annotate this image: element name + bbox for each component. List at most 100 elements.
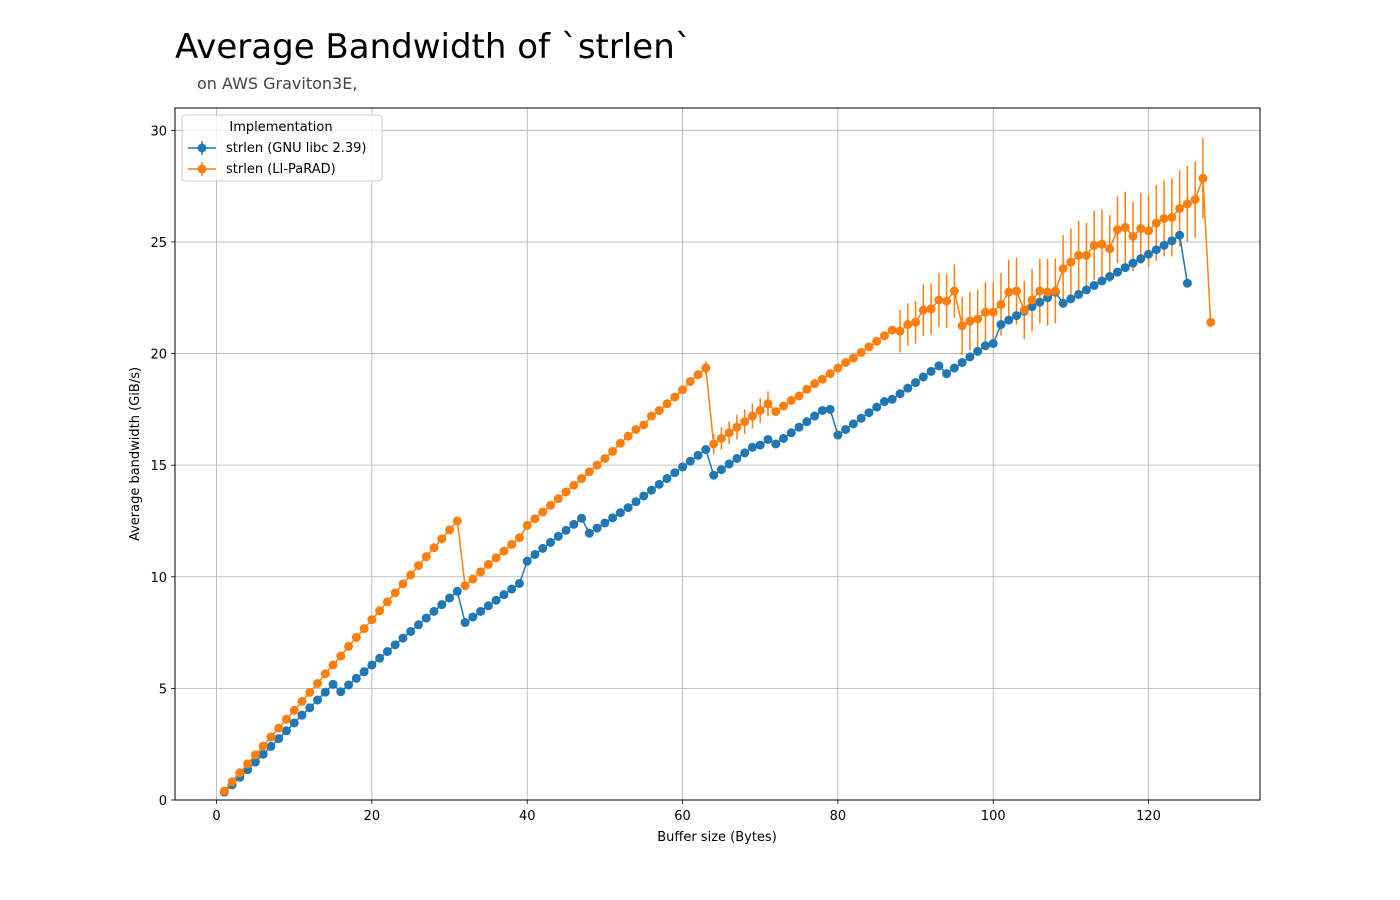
data-point (1136, 254, 1146, 264)
data-point (856, 413, 866, 423)
data-point (949, 363, 959, 373)
data-point (289, 718, 299, 728)
data-point (654, 405, 664, 415)
data-point (1058, 298, 1068, 308)
data-point (1043, 287, 1053, 297)
series-1 (219, 173, 1216, 796)
data-point (592, 523, 602, 533)
data-point (359, 667, 369, 677)
data-point (398, 633, 408, 643)
data-point (685, 376, 695, 386)
data-point (344, 641, 354, 651)
data-point (779, 433, 789, 443)
legend-label-glibc: strlen (GNU libc 2.39) (226, 141, 367, 156)
data-point (1097, 239, 1107, 249)
data-point (313, 695, 323, 705)
data-point (1050, 286, 1060, 296)
data-point (918, 305, 928, 315)
data-point (491, 595, 501, 605)
series (219, 173, 1216, 797)
data-point (274, 734, 284, 744)
data-point (1027, 295, 1037, 305)
data-point (382, 597, 392, 607)
data-point (1120, 222, 1130, 232)
data-point (1074, 250, 1084, 260)
data-point (786, 428, 796, 438)
data-point (483, 559, 493, 569)
data-point (375, 606, 385, 616)
chart-title: Average Bandwidth of `strlen` (175, 27, 692, 67)
y-tick-label: 10 (150, 571, 167, 586)
data-point (530, 514, 540, 524)
data-point (491, 553, 501, 563)
legend-marker-liparad (197, 164, 207, 174)
x-tick-label: 80 (830, 809, 847, 824)
data-point (957, 321, 967, 331)
data-point (1004, 315, 1014, 325)
data-point (887, 325, 897, 335)
data-point (297, 696, 307, 706)
x-tick-label: 100 (981, 809, 1006, 824)
data-point (569, 519, 579, 529)
data-point (957, 357, 967, 367)
data-point (600, 518, 610, 528)
data-point (973, 314, 983, 324)
data-point (755, 440, 765, 450)
data-point (895, 326, 905, 336)
data-point (313, 678, 323, 688)
data-point (608, 513, 618, 523)
data-point (1019, 305, 1029, 315)
data-point (918, 372, 928, 382)
x-tick-label: 40 (519, 809, 536, 824)
data-point (942, 296, 952, 306)
data-point (615, 508, 625, 518)
data-point (973, 346, 983, 356)
data-point (701, 445, 711, 455)
data-point (336, 651, 346, 661)
data-point (344, 680, 354, 690)
data-point (670, 468, 680, 478)
data-point (646, 485, 656, 495)
data-point (1066, 257, 1076, 267)
data-point (879, 397, 889, 407)
data-point (817, 374, 827, 384)
data-point (1151, 218, 1161, 228)
data-point (1159, 213, 1169, 223)
data-point (452, 586, 462, 596)
data-point (949, 286, 959, 296)
data-point (421, 613, 431, 623)
data-point (794, 422, 804, 432)
data-point (1035, 286, 1045, 296)
data-point (413, 561, 423, 571)
data-point (1175, 203, 1185, 213)
data-point (848, 353, 858, 363)
data-point (771, 407, 781, 417)
data-point (709, 439, 719, 449)
data-point (810, 411, 820, 421)
data-point (856, 347, 866, 357)
data-point (406, 626, 416, 636)
data-point (631, 497, 641, 507)
series-0 (219, 230, 1192, 797)
data-point (685, 456, 695, 466)
data-point (538, 543, 548, 553)
grid (175, 108, 1260, 801)
data-point (561, 487, 571, 497)
data-point (281, 726, 291, 736)
data-point (445, 593, 455, 603)
data-point (522, 556, 532, 566)
data-point (1012, 286, 1022, 296)
data-point (476, 606, 486, 616)
data-point (227, 777, 237, 787)
data-point (219, 786, 229, 796)
data-point (235, 768, 245, 778)
data-point (514, 533, 524, 543)
data-point (584, 467, 594, 477)
plot-frame (174, 107, 1261, 801)
data-point (1159, 240, 1169, 250)
data-point (429, 543, 439, 553)
data-point (1198, 173, 1208, 183)
legend-title: Implementation (229, 120, 332, 135)
data-point (546, 537, 556, 547)
data-point (328, 679, 338, 689)
